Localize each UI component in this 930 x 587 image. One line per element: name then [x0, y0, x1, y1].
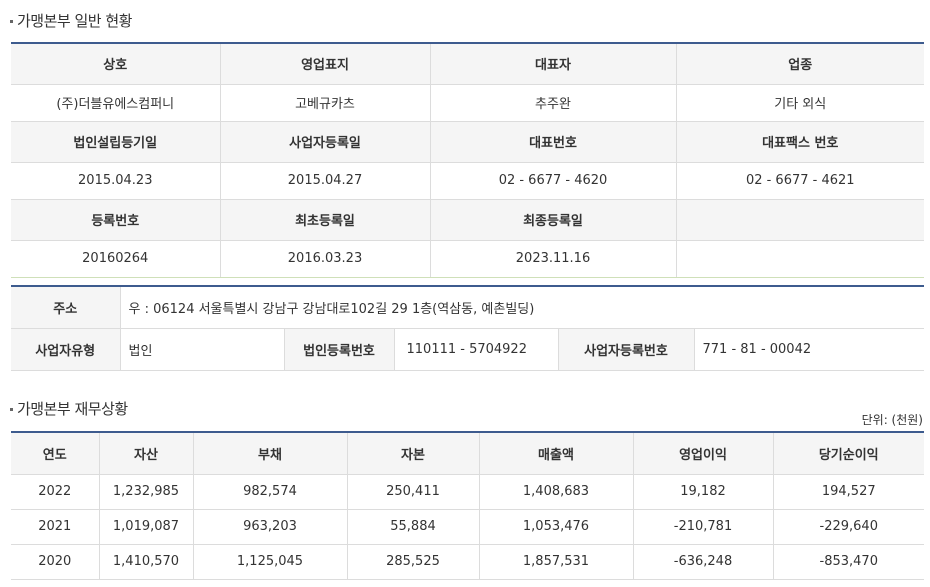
finance-data-cell: 1,857,531 — [479, 543, 634, 580]
finance-header-cell: 자본 — [347, 431, 480, 475]
general-header-cell: 상호 — [11, 42, 221, 85]
general-data-cell: 추주완 — [430, 83, 677, 122]
general-data-cell: 02 - 6677 - 4621 — [676, 161, 924, 200]
finance-data-cell: 1,408,683 — [479, 473, 634, 510]
finance-data-cell: 19,182 — [633, 473, 774, 510]
business-info-row: 사업자유형 법인 법인등록번호 110111 - 5704922 사업자등록번호… — [11, 327, 925, 371]
business-number-label: 사업자등록번호 — [558, 327, 695, 371]
finance-data-cell: 1,410,570 — [99, 543, 194, 580]
finance-data-cell: 982,574 — [193, 473, 348, 510]
finance-header-cell: 연도 — [11, 431, 100, 475]
general-header-cell: 대표팩스 번호 — [676, 120, 924, 163]
finance-data-cell: 2022 — [11, 473, 100, 510]
corporate-number-value: 110111 - 5704922 — [394, 327, 559, 371]
general-data-cell: 2016.03.23 — [220, 239, 431, 278]
bullet-icon — [10, 408, 13, 411]
finance-data-cell: 2020 — [11, 543, 100, 580]
general-data-cell: 2015.04.23 — [11, 161, 221, 200]
general-header-cell: 사업자등록일 — [220, 120, 431, 163]
finance-header-cell: 매출액 — [479, 431, 634, 475]
general-data-cell: 20160264 — [11, 239, 221, 278]
corporate-number-label: 법인등록번호 — [284, 327, 395, 371]
finance-data-cell: 285,525 — [347, 543, 480, 580]
finance-header-cell: 부채 — [193, 431, 348, 475]
finance-data-row: 2022 1,232,985 982,574 250,411 1,408,683 19,1… — [11, 473, 924, 510]
general-data-row: (주)더블유에스컴퍼니 고베규카츠 추주완 기타 외식 — [11, 83, 924, 122]
finance-data-cell: 963,203 — [193, 508, 348, 545]
general-data-cell: 고베규카츠 — [220, 83, 431, 122]
finance-data-cell: 194,527 — [773, 473, 924, 510]
general-header-cell: 법인설립등기일 — [11, 120, 221, 163]
finance-table: 연도 자산 부채 자본 매출액 영업이익 당기순이익 2022 1,232,985 982,57… — [11, 431, 924, 580]
finance-header-cell: 영업이익 — [633, 431, 774, 475]
general-data-row: 2015.04.23 2015.04.27 02 - 6677 - 4620 02 -… — [11, 161, 924, 200]
finance-title-text: 가맹본부 재무상황 — [17, 400, 128, 418]
finance-data-row: 2020 1,410,570 1,125,045 285,525 1,857,531 -6… — [11, 543, 924, 580]
address-value: 우 : 06124 서울특별시 강남구 강남대로102길 29 1층(역삼동, … — [120, 285, 925, 329]
address-row: 주소 우 : 06124 서울특별시 강남구 강남대로102길 29 1층(역삼… — [11, 285, 925, 329]
general-data-cell — [676, 239, 924, 278]
general-header-cell: 최초등록일 — [220, 198, 431, 241]
general-header-cell: 등록번호 — [11, 198, 221, 241]
finance-header-row: 연도 자산 부채 자본 매출액 영업이익 당기순이익 — [11, 431, 924, 475]
finance-data-cell: -229,640 — [773, 508, 924, 545]
general-header-cell: 업종 — [676, 42, 924, 85]
finance-header-cell: 당기순이익 — [773, 431, 924, 475]
general-data-row: 20160264 2016.03.23 2023.11.16 — [11, 239, 924, 278]
general-data-cell: 기타 외식 — [676, 83, 924, 122]
general-header-cell: 최종등록일 — [430, 198, 677, 241]
general-header-row: 법인설립등기일 사업자등록일 대표번호 대표팩스 번호 — [11, 120, 924, 163]
unit-label: 단위: (천원) — [861, 413, 923, 427]
finance-data-cell: 2021 — [11, 508, 100, 545]
general-header-cell: 대표번호 — [430, 120, 677, 163]
finance-data-cell: -210,781 — [633, 508, 774, 545]
finance-data-cell: 1,053,476 — [479, 508, 634, 545]
general-data-cell: 02 - 6677 - 4620 — [430, 161, 677, 200]
general-info-table: 상호 영업표지 대표자 업종 (주)더블유에스컴퍼니 고베규카츠 추주완 기타 외식 법인설립등… — [11, 42, 924, 278]
finance-header-cell: 자산 — [99, 431, 194, 475]
general-header-cell: 대표자 — [430, 42, 677, 85]
finance-section-title: 가맹본부 재무상황 — [10, 398, 128, 419]
finance-data-cell: 1,232,985 — [99, 473, 194, 510]
finance-data-row: 2021 1,019,087 963,203 55,884 1,053,476 -210,… — [11, 508, 924, 545]
general-header-row: 상호 영업표지 대표자 업종 — [11, 42, 924, 85]
general-header-cell: 영업표지 — [220, 42, 431, 85]
general-title-text: 가맹본부 일반 현황 — [17, 12, 132, 30]
business-number-value: 771 - 81 - 00042 — [694, 327, 925, 371]
address-label: 주소 — [11, 285, 121, 329]
general-data-cell: (주)더블유에스컴퍼니 — [11, 83, 221, 122]
business-type-value: 법인 — [120, 327, 285, 371]
business-type-label: 사업자유형 — [11, 327, 121, 371]
finance-data-cell: 1,019,087 — [99, 508, 194, 545]
general-header-row: 등록번호 최초등록일 최종등록일 — [11, 198, 924, 241]
address-table: 주소 우 : 06124 서울특별시 강남구 강남대로102길 29 1층(역삼… — [11, 285, 925, 371]
general-section-title: 가맹본부 일반 현황 — [10, 10, 132, 31]
finance-data-cell: 1,125,045 — [193, 543, 348, 580]
general-data-cell: 2015.04.27 — [220, 161, 431, 200]
bullet-icon — [10, 20, 13, 23]
finance-data-cell: 55,884 — [347, 508, 480, 545]
general-header-cell — [676, 198, 924, 241]
general-data-cell: 2023.11.16 — [430, 239, 677, 278]
finance-data-cell: 250,411 — [347, 473, 480, 510]
finance-data-cell: -636,248 — [633, 543, 774, 580]
finance-data-cell: -853,470 — [773, 543, 924, 580]
